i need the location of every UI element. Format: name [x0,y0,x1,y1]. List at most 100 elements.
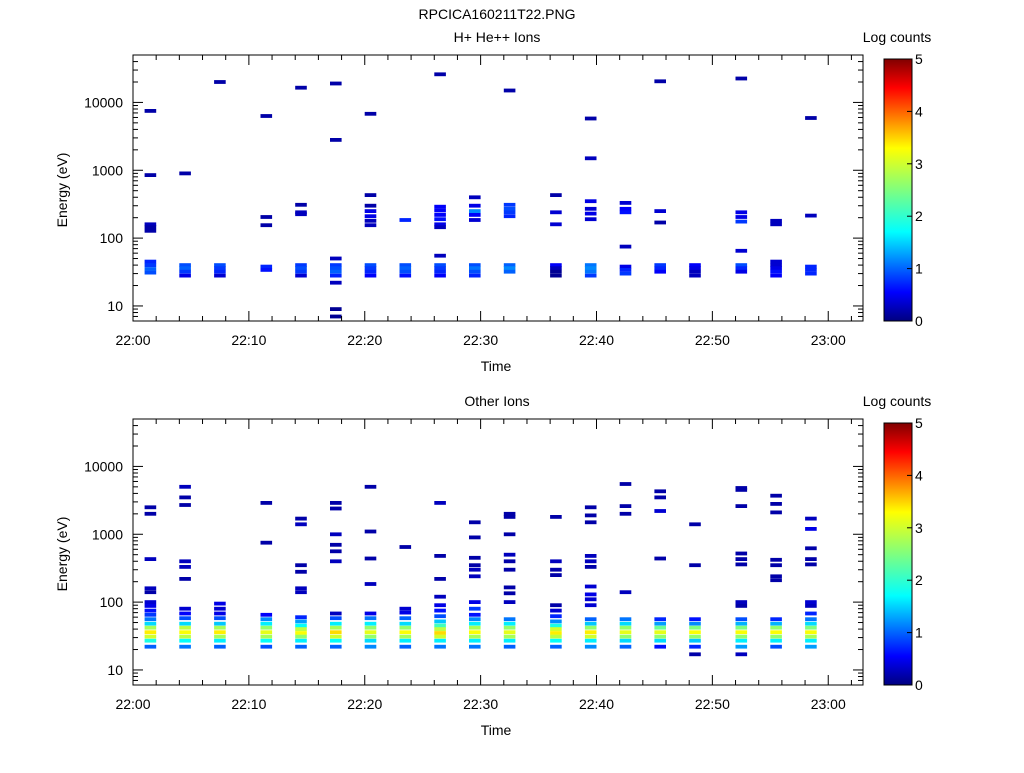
heatmap-cell [214,638,226,643]
heatmap-cell [260,638,273,643]
heatmap-cell [295,623,307,628]
heatmap-cell [295,627,307,631]
heatmap-cell [805,621,817,626]
heatmap-cell [295,212,307,217]
heatmap-cell [295,615,307,620]
heatmap-cell [214,601,226,606]
heatmap-cell [399,616,412,621]
heatmap-cell [503,515,516,519]
heatmap-cell [469,535,481,540]
heatmap-cell [434,619,446,624]
heatmap-cell [469,209,481,213]
heatmap-cell [503,266,516,271]
colorbar-tick-label: 4 [915,467,923,483]
heatmap-cell [654,617,666,622]
heatmap-cell [735,557,748,561]
heatmap-cell [503,634,516,639]
heatmap-cell [805,527,817,531]
x-axis-label: Time [481,722,512,738]
heatmap-cell [214,273,226,278]
colorbar-tick-label: 3 [915,156,923,172]
heatmap-cell [469,520,481,525]
heatmap-cell [503,621,516,626]
heatmap-cell [399,621,412,626]
heatmap-cell [654,556,666,561]
colorbar-tick-label: 2 [915,572,923,588]
heatmap-cell [469,567,481,572]
heatmap-cell [550,603,562,608]
colorbar-tick-label: 0 [915,677,923,693]
colorbar-label: Log counts [863,393,932,409]
heatmap-cell [503,88,516,93]
heatmap-cell [550,266,562,271]
y-tick-label: 10000 [84,94,123,110]
heatmap-cell [503,625,516,630]
heatmap-cell [503,263,516,267]
heatmap-cell [805,625,817,630]
heatmap-cell [584,630,597,635]
heatmap-cell [550,634,562,639]
heatmap-cell [260,634,273,639]
x-tick-label: 22:00 [115,332,150,348]
heatmap-cell [584,603,597,608]
heatmap-cell [260,540,273,545]
heatmap-cell [330,621,342,626]
heatmap-cell [503,202,516,207]
heatmap-cell [619,210,632,215]
heatmap-cell [434,204,446,209]
heatmap-cell [399,606,412,611]
heatmap-cell [214,263,226,267]
y-ticks: 10 100 1000 10000 [84,54,863,322]
heatmap-cell [550,638,562,643]
heatmap-cell [399,273,412,278]
heatmap-cell [295,273,307,278]
heatmap-cell [584,621,597,626]
heatmap-cell [399,545,412,549]
heatmap-cell [330,644,342,649]
heatmap-cell [295,263,307,267]
heatmap-cell [689,273,701,278]
heatmap-cell [689,617,701,622]
heatmap-cell [469,563,481,568]
heatmap-cell [144,225,157,230]
heatmap-cell [330,634,342,639]
heatmap-cell [179,630,191,635]
heatmap-cell [584,269,597,274]
heatmap-cell [689,625,701,630]
heatmap-cell [295,586,307,591]
heatmap-cell [399,634,412,639]
heatmap-cell [770,218,782,223]
heatmap-cell [584,273,597,278]
heatmap-cell [330,611,342,616]
heatmap-cell [503,644,516,649]
heatmap-cell [179,644,191,649]
heatmap-cell [503,511,516,516]
heatmap-cell [654,209,666,213]
x-tick-label: 23:00 [811,696,846,712]
heatmap-cell [735,604,748,608]
heatmap-cell [295,516,307,521]
heatmap-cell [469,625,481,630]
heatmap-cell [179,503,191,507]
heatmap-cell [654,220,666,225]
heatmap-cell [735,638,748,643]
heatmap-cell [179,263,191,267]
heatmap-cell [295,569,307,574]
heatmap-cell [434,638,446,643]
heatmap-cell [330,256,342,261]
x-tick-label: 22:50 [695,696,730,712]
heatmap-cell [584,266,597,271]
heatmap-cell [689,269,701,274]
heatmap-cell [469,195,481,200]
heatmap-cell [805,600,817,604]
y-tick-label: 10000 [84,458,123,474]
heatmap-cell [770,502,782,506]
heatmap-cell [619,201,632,205]
heatmap-cell [364,556,377,561]
heatmap-cell [805,271,817,276]
colorbar-tick-label: 1 [915,261,923,277]
heatmap-cell [295,266,307,271]
colorbar-tick-label: 1 [915,625,923,641]
heatmap-cell [735,219,748,224]
colorbar: 0 1 2 3 4 5 [883,51,923,329]
